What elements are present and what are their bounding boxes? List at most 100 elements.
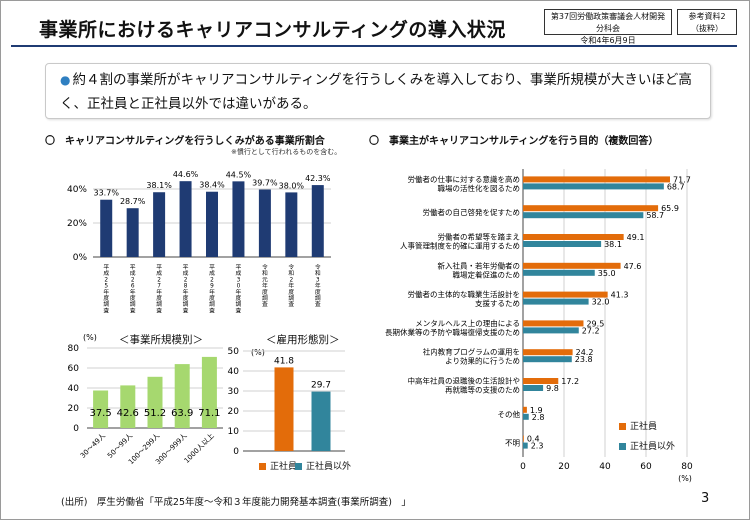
legend-label-nonregular: 正社員以外 — [306, 462, 352, 472]
size-category-label: 30～49人 — [79, 432, 107, 460]
yearly-value-label: 42.3% — [305, 174, 331, 183]
purpose-value-label: 58.7 — [646, 211, 664, 220]
source-note: (出所) 厚生労働省「平成25年度～令和３年度能力開発基本調査(事業所調査) 」 — [61, 497, 411, 508]
purpose-category-label: 労働者の希望等を踏まえ — [438, 232, 521, 242]
yearly-category-char: 年 — [183, 288, 189, 296]
purpose-category-label: より効果的に行うため — [445, 356, 520, 366]
yearly-category-char: 成 — [183, 269, 189, 277]
page-number: 3 — [701, 491, 710, 506]
yearly-category-char: 7 — [157, 284, 161, 290]
legend-label-regular: 正社員 — [270, 462, 298, 472]
purpose-value-label: 49.1 — [627, 233, 645, 242]
yearly-value-label: 38.0% — [279, 181, 305, 190]
type-ytick-label: 20 — [228, 407, 240, 417]
yearly-category-char: 平 — [183, 264, 189, 271]
purpose-category-label: 人事管理制度を的確に運用するため — [400, 241, 520, 251]
size-y-unit: (%) — [83, 333, 97, 342]
yearly-category-char: 3 — [316, 277, 320, 283]
purpose-bar — [523, 442, 528, 449]
purpose-value-label: 24.2 — [576, 348, 594, 357]
yearly-category-char: 度 — [130, 294, 136, 302]
yearly-bar — [258, 189, 271, 257]
purpose-category-label: 職場の活性化を図るため — [438, 183, 521, 193]
yearly-category-char: 調 — [262, 294, 268, 302]
yearly-category-char: 平 — [236, 264, 242, 271]
yearly-category-char: 度 — [236, 294, 242, 302]
type-ytick-label: 0 — [233, 447, 239, 457]
yearly-category-char: 度 — [103, 294, 109, 302]
yearly-category-char: 和 — [315, 269, 321, 277]
size-ytick-label: 80 — [68, 344, 80, 354]
purpose-category-label: 長期休業等の予防や職場復帰支援のため — [385, 327, 520, 337]
size-value-label: 37.5 — [89, 408, 111, 419]
yearly-category-char: 5 — [104, 284, 108, 290]
yearly-category-char: 和 — [262, 269, 268, 277]
yearly-ytick-label: 20% — [67, 219, 87, 229]
right-section-title: 〇 事業主がキャリアコンサルティングを行う目的（複数回答） — [369, 136, 659, 147]
yearly-category-char: 令 — [262, 263, 268, 271]
meeting-name: 第37回労働政策審議会人材開発分科会 — [550, 12, 666, 33]
page-title: 事業所におけるキャリアコンサルティングの導入状況 — [39, 19, 506, 41]
yearly-category-char: 2 — [184, 277, 188, 283]
yearly-category-char: 査 — [130, 306, 136, 314]
purpose-bar — [523, 349, 573, 356]
yearly-value-label: 44.6% — [173, 170, 199, 179]
summary-box: ● 約４割の事業所がキャリアコンサルティングを行うしくみを導入しており、事業所規模… — [45, 63, 711, 119]
yearly-category-char: 査 — [288, 300, 294, 308]
purpose-value-label: 2.3 — [531, 442, 544, 451]
yearly-category-char: 年 — [262, 282, 268, 290]
meeting-info-box: 第37回労働政策審議会人材開発分科会 令和4年6月9日 — [544, 9, 672, 45]
size-chart-title: ＜事業所規模別＞ — [119, 334, 203, 346]
purpose-category-label: 労働者の仕事に対する意識を高め — [408, 174, 521, 184]
size-value-label: 63.9 — [171, 408, 193, 419]
purpose-bar — [523, 385, 544, 391]
yearly-category-char: 年 — [209, 288, 215, 296]
size-bar — [93, 390, 109, 428]
purpose-xtick-label: 20 — [558, 462, 570, 472]
summary-sentence: 約４割の事業所がキャリアコンサルティングを行うしくみを導入しており、事業所規模が… — [60, 72, 692, 112]
purpose-value-label: 65.9 — [661, 204, 679, 213]
yearly-category-char: 成 — [209, 269, 215, 277]
yearly-category-char: 調 — [183, 300, 189, 308]
purpose-value-label: 38.1 — [604, 240, 622, 249]
yearly-category-char: 年 — [236, 288, 242, 296]
purpose-value-label: 23.8 — [575, 355, 593, 364]
purpose-category-label: 労働者の主体的な職業生活設計を — [408, 289, 521, 299]
yearly-category-char: 査 — [236, 306, 242, 314]
yearly-category-char: 2 — [157, 277, 161, 283]
purpose-bar — [523, 262, 621, 269]
purpose-bar — [523, 234, 624, 240]
size-value-label: 42.6 — [117, 408, 139, 419]
yearly-bar — [126, 208, 139, 257]
yearly-bar — [153, 192, 166, 257]
purpose-category-label: 労働者の自己啓発を促すため — [423, 207, 521, 217]
purpose-legend-label-nonregular: 正社員以外 — [630, 442, 676, 452]
purpose-bar — [523, 378, 559, 384]
size-value-label: 71.1 — [198, 408, 220, 419]
purpose-xtick-label: 40 — [599, 462, 611, 472]
yearly-category-char: 査 — [262, 300, 268, 308]
yearly-category-char: 度 — [288, 288, 294, 296]
yearly-value-label: 38.4% — [199, 181, 225, 190]
yearly-ytick-label: 40% — [67, 185, 87, 195]
yearly-category-char: 年 — [288, 282, 294, 290]
yearly-category-char: 8 — [184, 284, 188, 290]
yearly-category-char: 度 — [315, 288, 321, 296]
yearly-category-char: 度 — [262, 288, 268, 296]
yearly-bar — [206, 191, 218, 257]
purpose-bar — [523, 413, 529, 420]
purpose-bar — [523, 205, 659, 212]
yearly-category-char: 年 — [156, 288, 162, 296]
yearly-category-char: 6 — [131, 284, 135, 290]
purpose-value-label: 47.6 — [624, 262, 642, 271]
yearly-category-char: 年 — [315, 282, 321, 290]
yearly-category-char: 査 — [156, 306, 162, 314]
yearly-category-char: 2 — [289, 277, 293, 283]
yearly-category-char: 調 — [209, 300, 215, 308]
purpose-category-label: 社内教育プログラムの運用を — [423, 347, 520, 357]
size-bar — [201, 356, 217, 428]
purpose-value-label: 0.4 — [527, 435, 540, 444]
yearly-category-char: 調 — [103, 300, 109, 308]
purpose-legend-regular: 正社員 — [619, 419, 657, 432]
